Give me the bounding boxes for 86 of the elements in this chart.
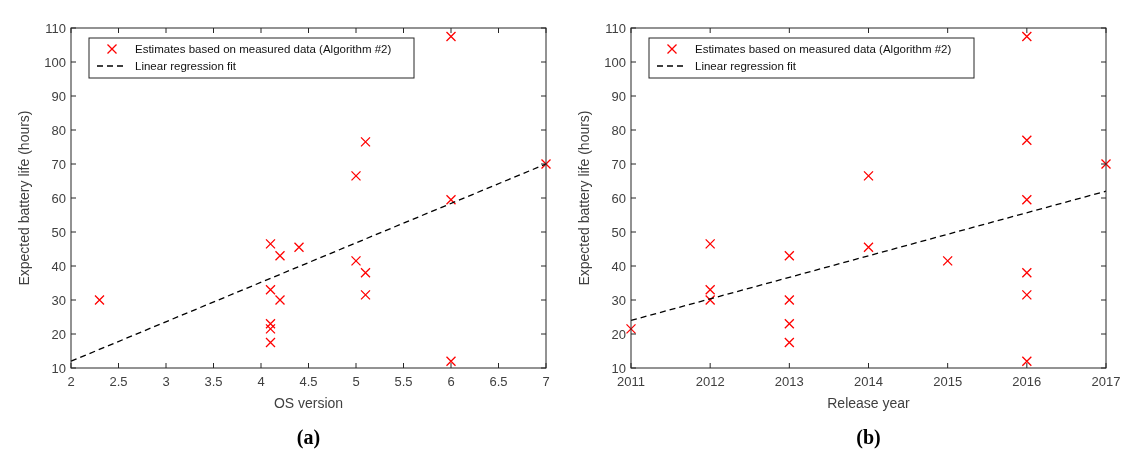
x-tick-label: 2011 — [617, 374, 645, 389]
x-tick-label: 6.5 — [489, 374, 508, 389]
legend-label: Estimates based on measured data (Algorithm #2) — [135, 43, 392, 55]
y-tick-label: 80 — [51, 123, 66, 138]
y-tick-label: 40 — [51, 259, 66, 274]
point — [942, 255, 953, 267]
point — [705, 294, 716, 306]
point — [1100, 158, 1112, 170]
x-tick-label: 3.5 — [204, 374, 223, 389]
y-tick-label: 90 — [611, 89, 626, 104]
y-axis-title: Expected battery life (hours) — [16, 110, 32, 286]
point — [784, 337, 795, 348]
x-tick-label: 6 — [447, 374, 455, 389]
y-tick-label: 20 — [51, 327, 66, 342]
legend-label: Estimates based on measured data (Algorithm #2) — [695, 43, 952, 55]
point — [1021, 31, 1032, 42]
x-tick-label: 3 — [162, 374, 170, 389]
point — [360, 136, 371, 148]
point — [350, 170, 362, 182]
x-axis-title: Release year — [827, 395, 911, 411]
point — [445, 194, 457, 205]
x-tick-label: 7 — [542, 374, 550, 389]
y-tick-label: 10 — [51, 361, 66, 376]
point — [265, 337, 276, 348]
y-tick-label: 90 — [51, 89, 66, 104]
point — [293, 242, 305, 253]
legend-label: Linear regression fit — [695, 60, 797, 72]
point — [360, 289, 371, 301]
point — [274, 250, 286, 261]
text: (b) — [856, 426, 881, 449]
point — [625, 323, 637, 335]
y-tick-label: 30 — [51, 293, 66, 308]
y-tick-label: 50 — [611, 225, 626, 240]
x-axis-title: OS version — [273, 395, 344, 411]
point — [1021, 267, 1032, 278]
point — [1021, 135, 1032, 146]
x-tick-label: 5 — [352, 374, 360, 389]
point — [274, 294, 286, 306]
x-tick-label: 2017 — [1091, 374, 1121, 389]
x-tick-label: 4 — [257, 374, 265, 389]
x-tick-label: 2014 — [854, 374, 883, 389]
point — [445, 31, 457, 42]
legend-label: Linear regression fit — [135, 60, 237, 72]
y-tick-label: 110 — [45, 21, 66, 36]
y-tick-label: 10 — [611, 361, 626, 376]
point — [705, 238, 716, 250]
y-tick-label: 60 — [611, 191, 626, 206]
point — [265, 284, 276, 295]
point — [445, 356, 457, 367]
point — [705, 284, 716, 295]
y-tick-label: 70 — [51, 157, 66, 172]
point — [863, 170, 874, 182]
point — [1021, 289, 1032, 301]
x-tick-label: 2.5 — [109, 374, 128, 389]
point — [784, 294, 795, 306]
point — [265, 318, 276, 329]
point — [784, 250, 795, 261]
point — [1021, 194, 1032, 205]
point — [1021, 356, 1032, 367]
text: (a) — [296, 426, 321, 449]
y-tick-label: 100 — [44, 55, 66, 70]
x-tick-label: 2012 — [695, 374, 725, 389]
point — [94, 294, 105, 306]
y-axis-title: Expected battery life (hours) — [576, 110, 592, 286]
point — [360, 267, 371, 278]
y-tick-label: 100 — [604, 55, 626, 70]
y-tick-label: 20 — [611, 327, 626, 342]
point — [350, 255, 362, 267]
x-tick-label: 2013 — [774, 374, 804, 389]
point — [863, 242, 874, 253]
x-tick-label: 2016 — [1012, 374, 1042, 389]
y-tick-label: 60 — [51, 191, 66, 206]
x-tick-label: 2 — [67, 374, 75, 389]
point — [265, 238, 276, 250]
y-tick-label: 80 — [611, 123, 626, 138]
y-tick-label: 110 — [605, 21, 626, 36]
y-tick-label: 30 — [611, 293, 626, 308]
point — [540, 158, 552, 170]
x-tick-label: 4.5 — [299, 374, 318, 389]
point — [784, 318, 795, 329]
y-tick-label: 40 — [611, 259, 626, 274]
y-tick-label: 50 — [51, 225, 66, 240]
point — [265, 323, 276, 335]
x-tick-label: 5.5 — [394, 374, 413, 389]
x-tick-label: 2015 — [933, 374, 963, 389]
y-tick-label: 70 — [611, 157, 626, 172]
